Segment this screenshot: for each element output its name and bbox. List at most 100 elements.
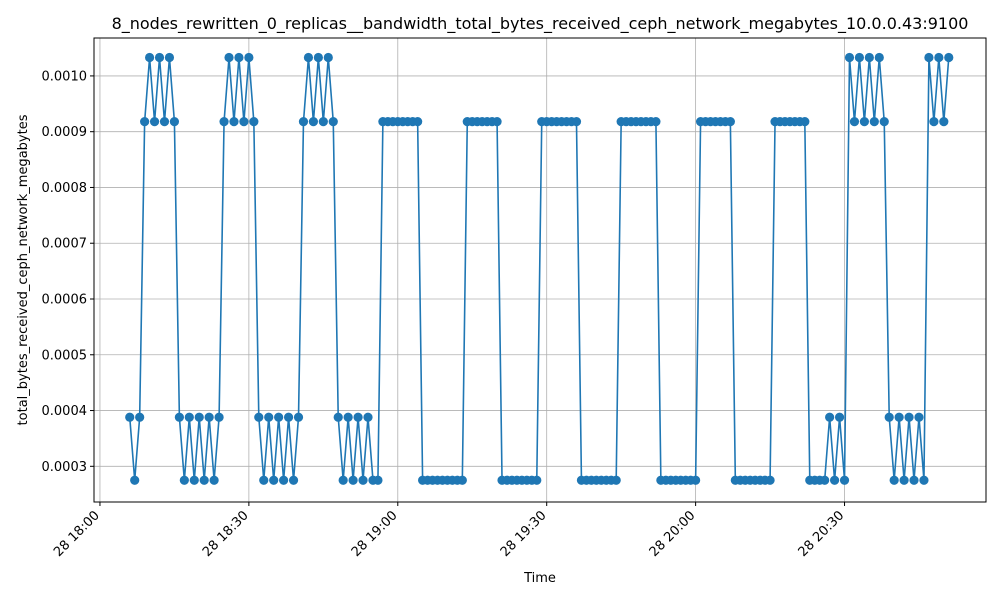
data-point: [765, 475, 775, 485]
data-point: [239, 117, 249, 127]
data-point: [820, 475, 830, 485]
data-point: [532, 475, 542, 485]
y-tick-label: 0.0007: [42, 237, 88, 252]
data-point: [924, 52, 934, 63]
data-point: [373, 475, 383, 485]
y-tick-label: 0.0010: [42, 69, 88, 84]
data-point: [264, 412, 274, 422]
data-point: [571, 117, 582, 127]
data-point: [169, 117, 180, 127]
data-point: [864, 52, 874, 63]
data-point: [229, 117, 239, 127]
y-tick-label: 0.0003: [42, 460, 88, 475]
grid-layer: [94, 38, 986, 502]
data-point: [159, 117, 170, 127]
y-tick-label: 0.0009: [42, 125, 88, 140]
y-tick-label: 0.0004: [42, 404, 88, 419]
data-point: [288, 475, 299, 485]
data-point: [611, 475, 621, 485]
data-point: [492, 117, 502, 127]
data-point: [298, 117, 309, 127]
data-point: [830, 475, 840, 485]
data-point: [140, 117, 150, 127]
data-point: [254, 412, 264, 422]
x-axis-label: Time: [523, 571, 556, 586]
data-point: [899, 475, 909, 485]
y-axis-label: total_bytes_received_ceph_network_megaby…: [16, 114, 31, 425]
data-point: [934, 52, 944, 63]
data-point: [283, 412, 294, 422]
data-point: [413, 117, 423, 127]
y-tick-label: 0.0008: [42, 181, 88, 196]
data-point: [125, 412, 135, 422]
data-point: [313, 52, 323, 63]
data-point: [199, 475, 209, 485]
data-point: [348, 475, 358, 485]
data-point: [825, 412, 835, 422]
data-point: [328, 117, 338, 127]
data-point: [889, 475, 899, 485]
data-point: [293, 412, 304, 422]
data-point: [919, 475, 929, 485]
data-point: [323, 52, 333, 63]
data-point: [358, 475, 368, 485]
data-point: [234, 52, 244, 63]
y-tick-label: 0.0005: [42, 348, 88, 363]
data-point: [269, 475, 279, 485]
data-point: [144, 52, 155, 63]
data-point: [259, 475, 269, 485]
data-point: [353, 412, 363, 422]
data-point: [303, 52, 314, 63]
data-point: [929, 117, 939, 127]
y-axis: 0.0003 0.0004 0.0005 0.0006 0.0007 0.0008 0.00…: [42, 69, 94, 475]
y-tick-label: 0.0006: [42, 293, 88, 308]
data-point: [274, 412, 284, 422]
data-point: [219, 117, 229, 127]
data-point: [189, 475, 199, 485]
data-point: [224, 52, 234, 63]
data-point: [725, 117, 735, 127]
data-point: [363, 412, 373, 422]
data-point: [854, 52, 865, 63]
data-point: [164, 52, 175, 63]
data-point: [279, 475, 289, 485]
data-point: [130, 475, 140, 485]
data-point: [135, 412, 145, 422]
data-point: [179, 475, 189, 485]
series-layer: [125, 52, 954, 485]
data-point: [249, 117, 259, 127]
data-point: [149, 117, 160, 127]
data-point: [184, 412, 194, 422]
data-point: [904, 412, 914, 422]
data-point: [457, 475, 467, 485]
data-point: [849, 117, 860, 127]
data-point: [844, 52, 855, 63]
data-point: [874, 52, 884, 63]
data-point: [174, 412, 184, 422]
data-point: [244, 52, 254, 63]
plot-frame: [93, 37, 987, 503]
data-point: [859, 117, 869, 127]
data-point: [194, 412, 204, 422]
data-point: [939, 117, 949, 127]
data-point: [651, 117, 661, 127]
data-point: [343, 412, 353, 422]
data-point: [879, 117, 889, 127]
data-point: [338, 475, 348, 485]
data-point: [869, 117, 879, 127]
data-point: [909, 475, 919, 485]
data-point: [884, 412, 894, 422]
data-point: [894, 412, 904, 422]
data-point: [691, 475, 701, 485]
chart-title: 8_nodes_rewritten_0_replicas__bandwidth_…: [112, 14, 969, 34]
data-point: [839, 475, 850, 485]
data-point: [834, 412, 845, 422]
data-point: [308, 117, 318, 127]
data-point: [944, 52, 954, 63]
data-point: [800, 117, 810, 127]
data-point: [204, 412, 214, 422]
data-point: [214, 412, 224, 422]
data-point: [914, 412, 924, 422]
data-point: [209, 475, 219, 485]
